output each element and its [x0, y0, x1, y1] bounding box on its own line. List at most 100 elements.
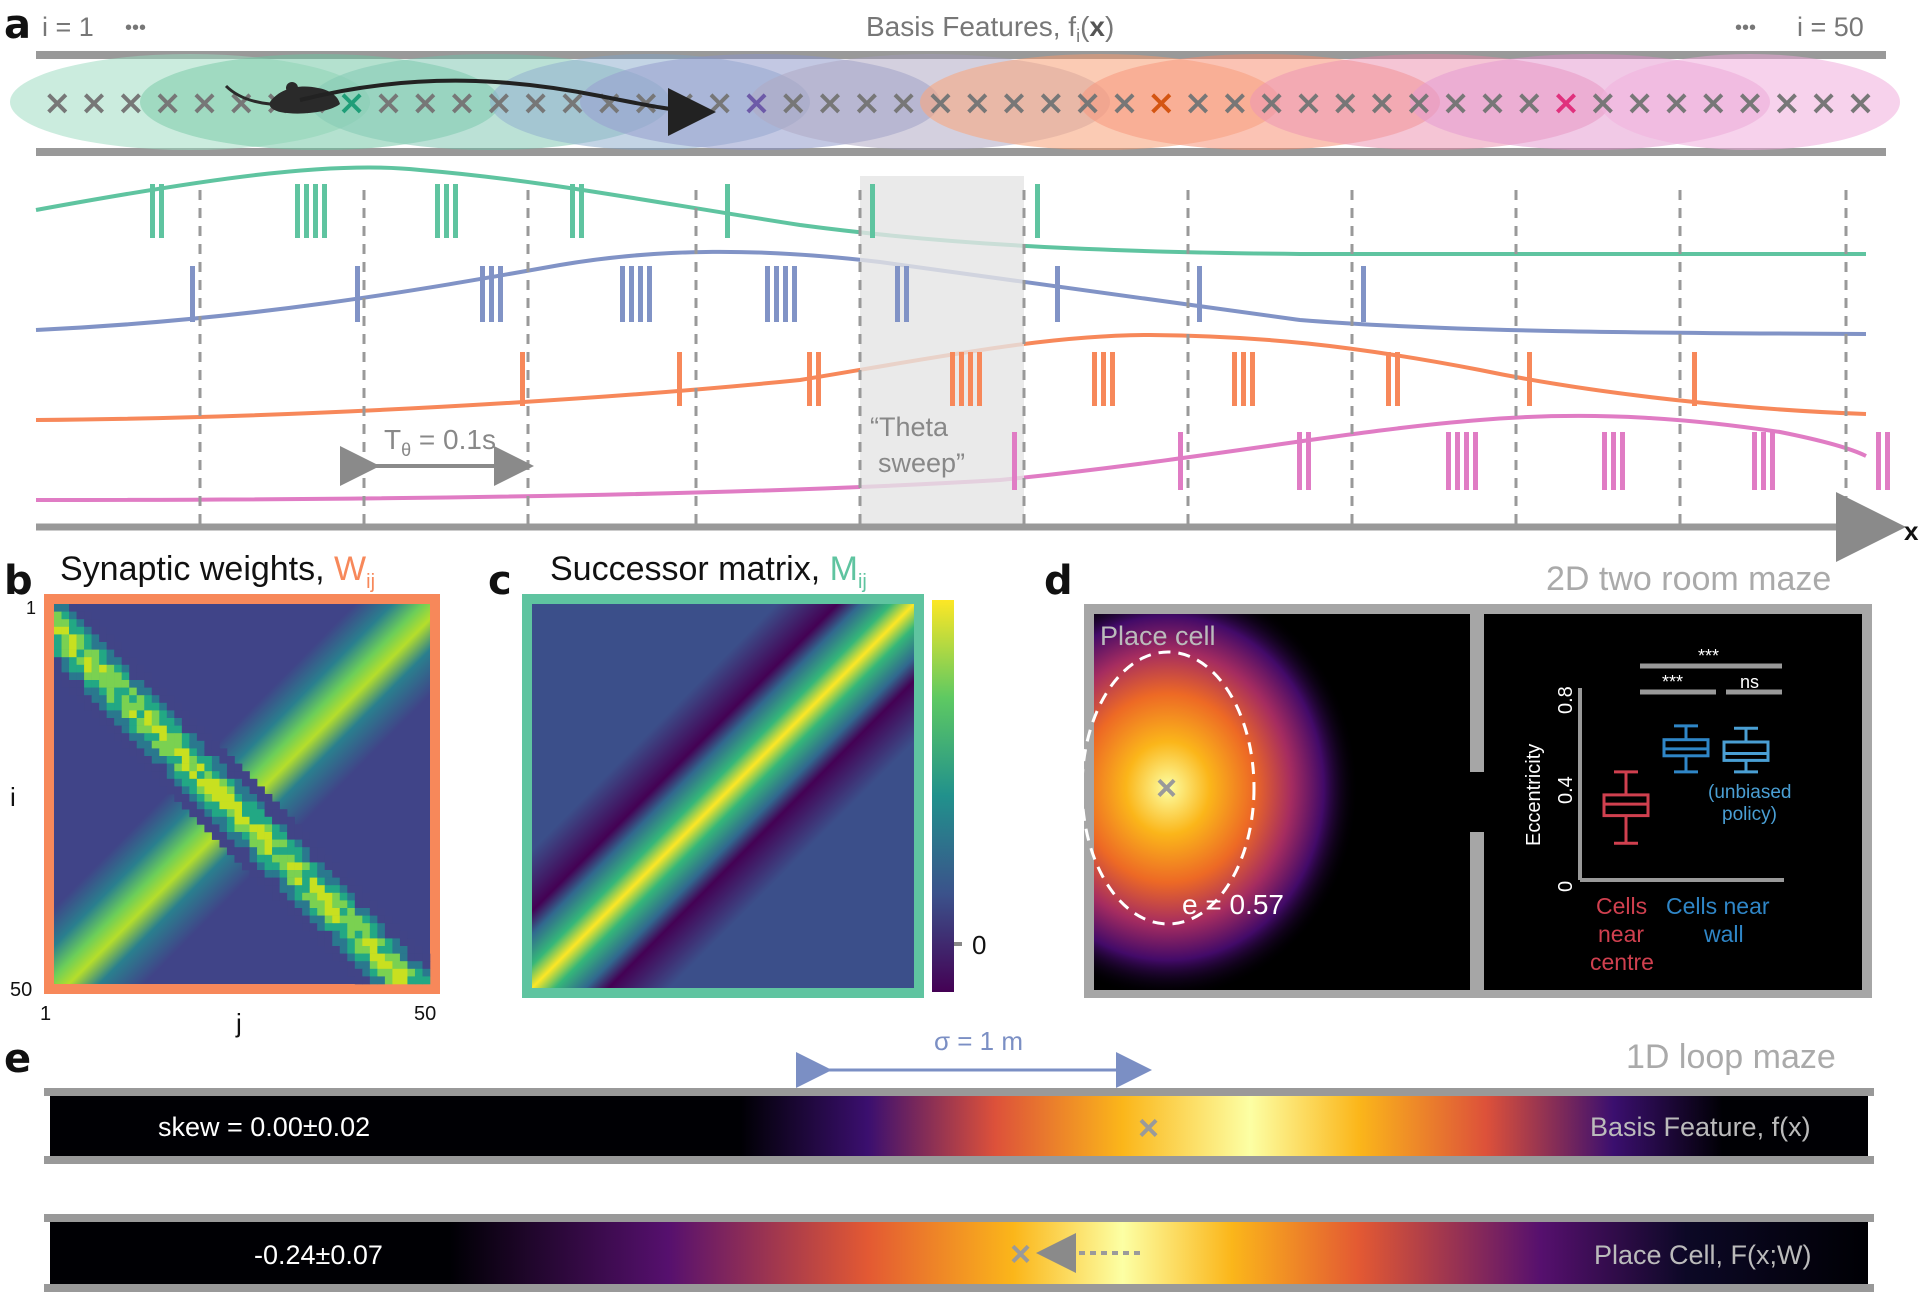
weight-cell: [264, 839, 273, 848]
weight-cell: [166, 702, 175, 711]
weight-cell: [339, 885, 348, 894]
basis-centre-marker: ×: [816, 83, 845, 123]
weight-cell: [129, 695, 138, 704]
weight-cell: [249, 786, 258, 795]
weight-cell: [181, 801, 190, 810]
weight-cell: [407, 961, 416, 970]
weight-cell: [264, 847, 273, 856]
weight-cell: [384, 953, 393, 962]
basis-centre-marker: ×: [1773, 83, 1802, 123]
weight-cell: [69, 649, 77, 658]
weight-cell: [377, 923, 386, 932]
weight-cell: [219, 778, 228, 787]
tick-50-bottom: 50: [414, 1003, 436, 1025]
weight-cell: [211, 756, 220, 764]
weight-cell: [99, 718, 107, 726]
weight-cell: [54, 672, 62, 681]
weight-cell: [151, 695, 160, 704]
weight-cell: [309, 862, 318, 871]
sig-top-label: ***: [1698, 646, 1719, 666]
weight-cell: [211, 809, 220, 818]
weight-cell: [392, 976, 401, 985]
weight-cell: [302, 832, 310, 840]
weight-cell: [159, 748, 168, 757]
weight-cell: [204, 809, 213, 818]
trajectory-arrow: [299, 78, 716, 136]
spike: [453, 184, 458, 238]
weight-cell: [347, 923, 356, 932]
weight-cell: [181, 748, 190, 757]
weight-cell: [287, 900, 295, 909]
weight-cell: [347, 908, 356, 916]
weight-cell: [324, 877, 333, 886]
weight-cell: [151, 748, 160, 757]
track-top-rail: [36, 51, 1886, 59]
weight-cell: [189, 756, 198, 764]
weight-cell: [151, 733, 160, 742]
spike: [904, 266, 909, 322]
weight-cell: [61, 626, 70, 635]
weight-cell: [99, 695, 107, 704]
weight-cell: [287, 854, 295, 863]
weight-cell: [226, 756, 235, 764]
weight-cell: [324, 862, 333, 871]
weight-cell: [294, 870, 303, 878]
weight-cell: [69, 642, 77, 650]
basis-centre-marker: ×: [1736, 83, 1765, 123]
weight-cell: [414, 961, 423, 970]
weight-cell: [121, 672, 130, 681]
eccentricity-value: e = 0.57: [1182, 889, 1284, 920]
weight-cell: [159, 725, 168, 734]
box-1: [1602, 770, 1650, 845]
weight-cell: [332, 938, 341, 947]
weight-cell: [287, 885, 295, 894]
weight-cell: [272, 854, 280, 863]
weight-cell: [76, 604, 85, 612]
weight-cell: [414, 953, 423, 962]
spike: [977, 352, 982, 406]
weight-cell: [362, 930, 371, 939]
weight-cell: [226, 832, 235, 840]
spike: [190, 266, 195, 322]
spike: [1178, 432, 1183, 490]
group1-label-line2: near: [1598, 921, 1644, 947]
weight-cell: [377, 953, 386, 962]
weight-cell: [144, 756, 153, 764]
basis-centre-marker: ×: [669, 83, 698, 123]
weight-cell: [91, 634, 100, 643]
weight-cell: [159, 771, 168, 780]
weight-cell: [114, 680, 122, 688]
weight-cell: [129, 672, 138, 681]
weight-cell: [272, 877, 280, 886]
basis-feature-label: Basis Feature, f(x): [1590, 1112, 1811, 1142]
weight-cell: [242, 816, 250, 825]
weight-cell: [84, 619, 92, 628]
weight-cell: [136, 756, 145, 764]
weight-cell: [264, 854, 273, 863]
weight-cell: [399, 953, 408, 962]
weight-cell: [324, 900, 333, 909]
place-cell-label-e: Place Cell, F(x;W): [1594, 1240, 1812, 1270]
weight-cell: [354, 953, 363, 962]
weight-cell: [151, 710, 160, 719]
weight-cell: [347, 930, 356, 939]
weight-cell: [181, 756, 190, 764]
weight-cell: [249, 839, 258, 848]
weight-cell: [204, 801, 213, 810]
weight-cell: [384, 946, 393, 954]
spike: [1361, 266, 1366, 322]
weight-cell: [234, 771, 243, 780]
weight-cell: [384, 968, 393, 977]
weight-cell: [144, 718, 153, 726]
weight-cell: [369, 976, 378, 985]
weight-cell: [302, 892, 310, 901]
weight-cell: [392, 946, 401, 954]
weight-cell: [151, 756, 160, 764]
x-axis-label-j: j: [235, 1008, 242, 1038]
weight-cell: [204, 733, 213, 742]
weight-cell: [99, 657, 107, 666]
weight-cell: [181, 740, 190, 749]
weight-cell: [84, 702, 92, 711]
two-room-maze-title: 2D two room maze: [1546, 560, 1831, 598]
weight-cell: [249, 870, 258, 878]
